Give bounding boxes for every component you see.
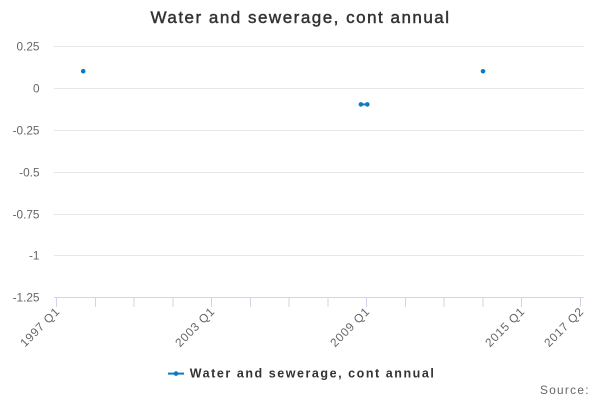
svg-text:0: 0 — [33, 82, 40, 96]
svg-text:-0.5: -0.5 — [19, 166, 40, 180]
svg-text:Source:: Source: — [540, 383, 590, 397]
svg-text:-1.25: -1.25 — [13, 291, 40, 305]
svg-text:Water and sewerage, cont annua: Water and sewerage, cont annual — [150, 8, 450, 27]
svg-text:Water and sewerage, cont annua: Water and sewerage, cont annual — [190, 366, 436, 380]
svg-text:0.25: 0.25 — [17, 40, 40, 54]
svg-text:-0.75: -0.75 — [13, 208, 40, 222]
svg-text:-1: -1 — [29, 249, 40, 263]
svg-text:-0.25: -0.25 — [13, 124, 40, 138]
